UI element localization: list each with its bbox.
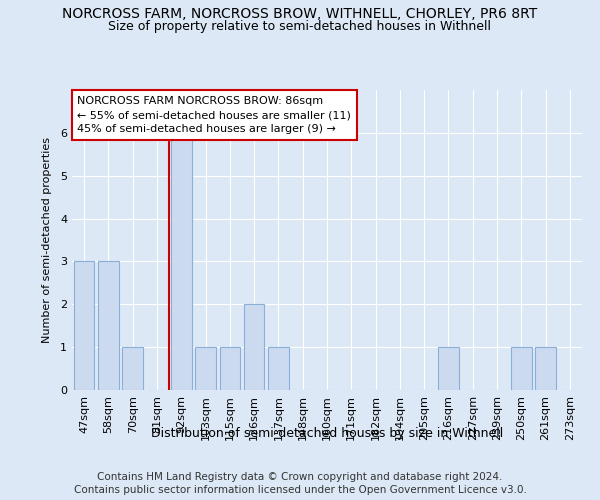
Text: NORCROSS FARM NORCROSS BROW: 86sqm
← 55% of semi-detached houses are smaller (11: NORCROSS FARM NORCROSS BROW: 86sqm ← 55%… <box>77 96 351 134</box>
Bar <box>511 347 532 390</box>
Text: Size of property relative to semi-detached houses in Withnell: Size of property relative to semi-detach… <box>109 20 491 33</box>
Bar <box>171 133 191 390</box>
Text: Contains HM Land Registry data © Crown copyright and database right 2024.: Contains HM Land Registry data © Crown c… <box>97 472 503 482</box>
Bar <box>244 304 265 390</box>
Bar <box>98 262 119 390</box>
Text: Distribution of semi-detached houses by size in Withnell: Distribution of semi-detached houses by … <box>151 428 503 440</box>
Bar <box>220 347 240 390</box>
Text: NORCROSS FARM, NORCROSS BROW, WITHNELL, CHORLEY, PR6 8RT: NORCROSS FARM, NORCROSS BROW, WITHNELL, … <box>62 8 538 22</box>
Bar <box>535 347 556 390</box>
Bar <box>74 262 94 390</box>
Bar <box>195 347 216 390</box>
Bar <box>268 347 289 390</box>
Y-axis label: Number of semi-detached properties: Number of semi-detached properties <box>41 137 52 343</box>
Bar <box>438 347 459 390</box>
Bar <box>122 347 143 390</box>
Text: Contains public sector information licensed under the Open Government Licence v3: Contains public sector information licen… <box>74 485 526 495</box>
